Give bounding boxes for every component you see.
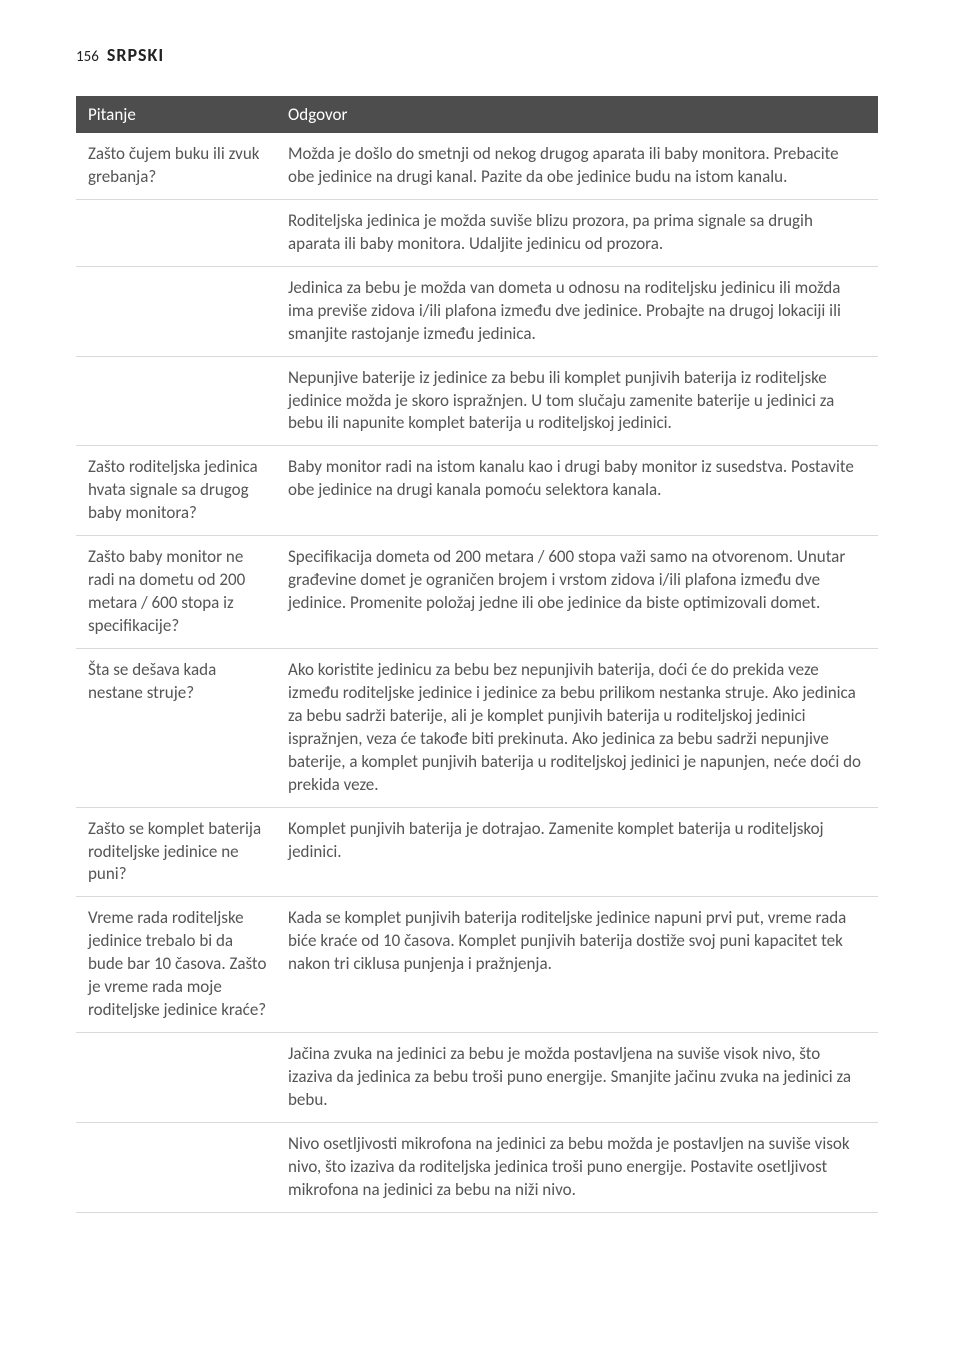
- page-language: SRPSKI: [107, 44, 164, 66]
- answer-cell: Nepunjive baterije iz jedinice za bebu i…: [276, 356, 878, 446]
- table-row: Zašto čujem buku ili zvuk grebanja? Možd…: [76, 133, 878, 199]
- table-row: Zašto se komplet baterija roditeljske je…: [76, 807, 878, 897]
- question-cell: [76, 1033, 276, 1123]
- question-cell: [76, 266, 276, 356]
- question-cell: [76, 1122, 276, 1212]
- question-cell: Zašto se komplet baterija roditeljske je…: [76, 807, 276, 897]
- page-header: 156 SRPSKI: [76, 44, 878, 66]
- faq-table: Pitanje Odgovor Zašto čujem buku ili zvu…: [76, 96, 878, 1213]
- table-row: Zašto roditeljska jedinica hvata signale…: [76, 446, 878, 536]
- table-row: Jačina zvuka na jedinici za bebu je možd…: [76, 1033, 878, 1123]
- header-answer: Odgovor: [276, 96, 878, 133]
- page: 156 SRPSKI Pitanje Odgovor Zašto čujem b…: [0, 0, 954, 1273]
- answer-cell: Jačina zvuka na jedinici za bebu je možd…: [276, 1033, 878, 1123]
- answer-cell: Jedinica za bebu je možda van dometa u o…: [276, 266, 878, 356]
- answer-cell: Komplet punjivih baterija je dotrajao. Z…: [276, 807, 878, 897]
- table-header-row: Pitanje Odgovor: [76, 96, 878, 133]
- table-row: Šta se dešava kada nestane struje? Ako k…: [76, 648, 878, 807]
- question-cell: Zašto čujem buku ili zvuk grebanja?: [76, 133, 276, 199]
- table-row: Nepunjive baterije iz jedinice za bebu i…: [76, 356, 878, 446]
- question-cell: Zašto roditeljska jedinica hvata signale…: [76, 446, 276, 536]
- answer-cell: Ako koristite jedinicu za bebu bez nepun…: [276, 648, 878, 807]
- table-row: Vreme rada roditeljske jedinice trebalo …: [76, 897, 878, 1033]
- page-number: 156: [76, 48, 99, 66]
- answer-cell: Možda je došlo do smetnji od nekog drugo…: [276, 133, 878, 199]
- table-row: Zašto baby monitor ne radi na dometu od …: [76, 536, 878, 649]
- question-cell: [76, 356, 276, 446]
- answer-cell: Baby monitor radi na istom kanalu kao i …: [276, 446, 878, 536]
- answer-cell: Specifikacija dometa od 200 metara / 600…: [276, 536, 878, 649]
- answer-cell: Roditeljska jedinica je možda suviše bli…: [276, 199, 878, 266]
- table-row: Roditeljska jedinica je možda suviše bli…: [76, 199, 878, 266]
- table-row: Nivo osetljivosti mikrofona na jedinici …: [76, 1122, 878, 1212]
- answer-cell: Kada se komplet punjivih baterija rodite…: [276, 897, 878, 1033]
- question-cell: Šta se dešava kada nestane struje?: [76, 648, 276, 807]
- table-row: Jedinica za bebu je možda van dometa u o…: [76, 266, 878, 356]
- answer-cell: Nivo osetljivosti mikrofona na jedinici …: [276, 1122, 878, 1212]
- question-cell: Vreme rada roditeljske jedinice trebalo …: [76, 897, 276, 1033]
- header-question: Pitanje: [76, 96, 276, 133]
- question-cell: Zašto baby monitor ne radi na dometu od …: [76, 536, 276, 649]
- question-cell: [76, 199, 276, 266]
